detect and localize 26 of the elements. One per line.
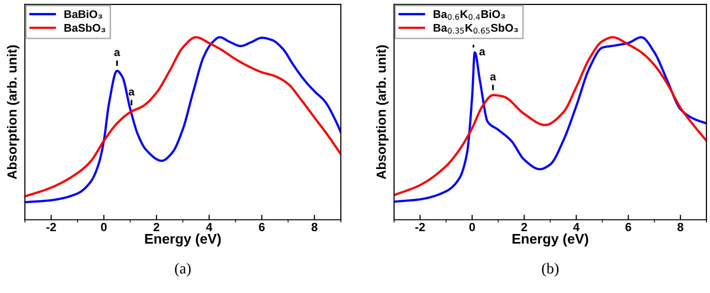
text: (a) bbox=[175, 262, 191, 277]
x-axis-title: Energy (eV) bbox=[145, 234, 221, 247]
x-tick-label: 6 bbox=[258, 222, 265, 232]
annotation: a bbox=[490, 74, 496, 80]
x-tick-label: 0 bbox=[469, 222, 475, 232]
x-tick-label: 0 bbox=[101, 222, 107, 232]
x-tick-label: -2 bbox=[415, 222, 425, 232]
legend-label: Ba$_{0.6}$K$_{0.4}$BiO₃ bbox=[434, 10, 505, 20]
x-tick-label: 8 bbox=[312, 222, 318, 232]
legend-label: Ba$_{0.35}$K$_{0.65}$SbO₃ bbox=[434, 24, 518, 34]
x-tick-label: 4 bbox=[573, 222, 580, 232]
annotation: a bbox=[479, 49, 486, 56]
x-tick-label: 2 bbox=[154, 222, 160, 232]
x-axis-title: Energy (eV) bbox=[512, 234, 588, 247]
x-tick-label: 6 bbox=[626, 222, 632, 232]
x-tick-label: 2 bbox=[521, 222, 528, 232]
legend-label: BaSbO₃ bbox=[64, 24, 106, 32]
y-axis-title: Absorption (arb. unit) bbox=[376, 45, 388, 180]
annotation: a bbox=[114, 50, 120, 56]
x-tick-label: -2 bbox=[46, 222, 56, 232]
x-tick-label: 8 bbox=[678, 222, 684, 232]
text: (b) bbox=[542, 262, 558, 277]
x-tick-label: 4 bbox=[206, 222, 212, 232]
y-axis-title: Absorption (arb. unit) bbox=[6, 45, 20, 180]
legend-label: BaBiO₃ bbox=[64, 10, 102, 18]
annotation: a bbox=[128, 89, 135, 96]
